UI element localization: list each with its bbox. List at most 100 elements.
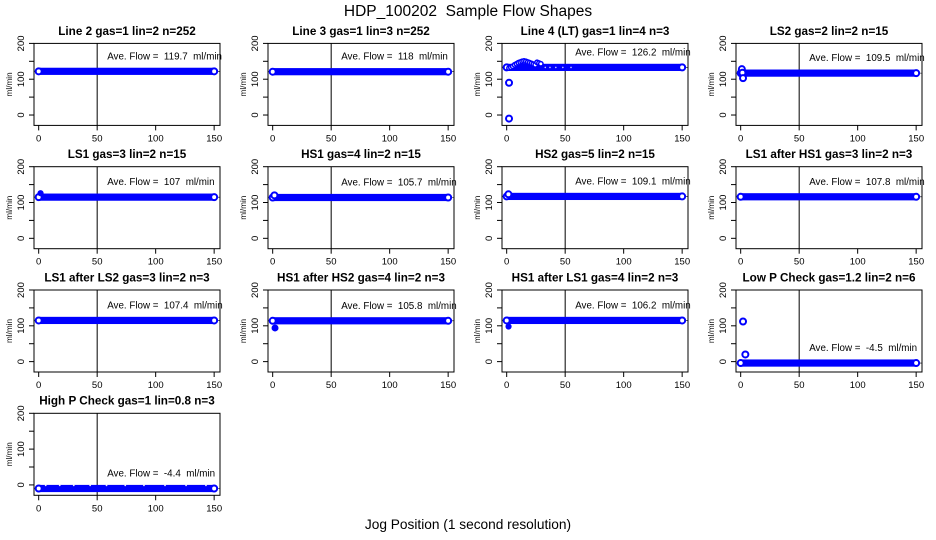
svg-text:100: 100 <box>382 380 398 391</box>
svg-text:100: 100 <box>616 380 632 391</box>
svg-text:0: 0 <box>250 359 261 364</box>
svg-text:50: 50 <box>560 133 571 144</box>
svg-text:150: 150 <box>908 257 924 268</box>
svg-text:Ave. Flow = 107 ml/min: Ave. Flow = 107 ml/min <box>107 177 214 188</box>
svg-text:LS2 gas=2 lin=2 n=15: LS2 gas=2 lin=2 n=15 <box>770 25 889 38</box>
svg-text:200: 200 <box>718 159 729 175</box>
svg-text:Ave. Flow = 109.1 ml/min: Ave. Flow = 109.1 ml/min <box>575 176 691 187</box>
svg-text:150: 150 <box>674 257 690 268</box>
svg-text:Line 2 gas=1 lin=2 n=252: Line 2 gas=1 lin=2 n=252 <box>58 25 196 38</box>
svg-text:50: 50 <box>326 133 337 144</box>
svg-text:Line 4 (LT) gas=1 lin=4 n=3: Line 4 (LT) gas=1 lin=4 n=3 <box>521 25 670 38</box>
svg-text:LS1 after HS1 gas=3 lin=2 n=3: LS1 after HS1 gas=3 lin=2 n=3 <box>746 148 913 161</box>
svg-text:100: 100 <box>148 380 164 391</box>
svg-text:100: 100 <box>16 195 27 211</box>
svg-text:150: 150 <box>440 380 456 391</box>
svg-text:Ave. Flow = 105.7 ml/min: Ave. Flow = 105.7 ml/min <box>341 178 457 189</box>
svg-text:50: 50 <box>560 257 571 268</box>
svg-text:50: 50 <box>326 380 337 391</box>
svg-text:Ave. Flow = 106.2 ml/min: Ave. Flow = 106.2 ml/min <box>575 300 691 311</box>
svg-text:HS2 gas=5 lin=2 n=15: HS2 gas=5 lin=2 n=15 <box>535 148 655 161</box>
svg-text:200: 200 <box>250 282 261 298</box>
svg-text:200: 200 <box>16 159 27 175</box>
svg-text:LS1 gas=3 lin=2 n=15: LS1 gas=3 lin=2 n=15 <box>68 148 187 161</box>
svg-text:0: 0 <box>738 380 743 391</box>
svg-text:ml/min: ml/min <box>473 319 482 344</box>
svg-text:200: 200 <box>250 35 261 51</box>
svg-text:200: 200 <box>718 282 729 298</box>
svg-text:0: 0 <box>36 503 41 514</box>
svg-text:200: 200 <box>250 159 261 175</box>
svg-text:50: 50 <box>92 133 103 144</box>
svg-text:High P Check gas=1 lin=0.8 n=3: High P Check gas=1 lin=0.8 n=3 <box>39 395 215 408</box>
svg-text:0: 0 <box>270 257 275 268</box>
svg-text:50: 50 <box>560 380 571 391</box>
svg-text:ml/min: ml/min <box>5 442 14 467</box>
svg-text:100: 100 <box>484 71 495 87</box>
svg-text:200: 200 <box>484 282 495 298</box>
svg-text:Ave. Flow = 109.5 ml/min: Ave. Flow = 109.5 ml/min <box>809 53 925 64</box>
svg-text:50: 50 <box>794 133 805 144</box>
svg-text:100: 100 <box>850 133 866 144</box>
svg-text:200: 200 <box>16 405 27 421</box>
svg-text:100: 100 <box>718 71 729 87</box>
svg-text:ml/min: ml/min <box>5 319 14 344</box>
svg-text:50: 50 <box>92 257 103 268</box>
svg-text:Ave. Flow = -4.5 ml/min: Ave. Flow = -4.5 ml/min <box>809 343 917 354</box>
svg-text:LS1 after LS2 gas=3 lin=2 n=3: LS1 after LS2 gas=3 lin=2 n=3 <box>44 271 210 284</box>
svg-text:150: 150 <box>440 257 456 268</box>
svg-text:150: 150 <box>206 133 222 144</box>
svg-text:200: 200 <box>718 35 729 51</box>
svg-text:0: 0 <box>36 380 41 391</box>
svg-text:Ave. Flow = 119.7 ml/min: Ave. Flow = 119.7 ml/min <box>107 51 222 62</box>
svg-text:0: 0 <box>718 359 729 364</box>
svg-text:100: 100 <box>382 257 398 268</box>
svg-text:100: 100 <box>484 318 495 334</box>
svg-text:150: 150 <box>440 133 456 144</box>
svg-text:ml/min: ml/min <box>707 319 716 344</box>
svg-text:100: 100 <box>16 318 27 334</box>
svg-text:ml/min: ml/min <box>239 195 248 220</box>
svg-text:Low P Check gas=1.2 lin=2 n=6: Low P Check gas=1.2 lin=2 n=6 <box>743 271 916 284</box>
svg-text:200: 200 <box>16 282 27 298</box>
svg-text:100: 100 <box>484 195 495 211</box>
svg-text:0: 0 <box>484 236 495 241</box>
svg-text:200: 200 <box>484 159 495 175</box>
svg-text:ml/min: ml/min <box>707 195 716 220</box>
svg-text:150: 150 <box>908 380 924 391</box>
svg-text:100: 100 <box>616 133 632 144</box>
svg-text:150: 150 <box>206 380 222 391</box>
svg-text:0: 0 <box>484 112 495 117</box>
svg-text:100: 100 <box>250 318 261 334</box>
svg-text:50: 50 <box>92 380 103 391</box>
svg-text:100: 100 <box>148 257 164 268</box>
svg-text:200: 200 <box>16 35 27 51</box>
svg-text:0: 0 <box>270 380 275 391</box>
svg-text:150: 150 <box>908 133 924 144</box>
svg-text:Line 3 gas=1 lin=3 n=252: Line 3 gas=1 lin=3 n=252 <box>292 25 430 38</box>
svg-text:100: 100 <box>616 257 632 268</box>
svg-text:100: 100 <box>718 195 729 211</box>
svg-text:100: 100 <box>850 257 866 268</box>
svg-text:50: 50 <box>794 257 805 268</box>
svg-text:100: 100 <box>148 133 164 144</box>
svg-text:0: 0 <box>504 133 509 144</box>
svg-text:ml/min: ml/min <box>239 319 248 344</box>
svg-text:Ave. Flow = -4.4 ml/min: Ave. Flow = -4.4 ml/min <box>107 469 215 480</box>
svg-text:50: 50 <box>794 380 805 391</box>
svg-text:150: 150 <box>674 380 690 391</box>
svg-text:0: 0 <box>36 133 41 144</box>
svg-text:0: 0 <box>36 257 41 268</box>
svg-text:ml/min: ml/min <box>473 195 482 220</box>
svg-text:Ave. Flow = 118 ml/min: Ave. Flow = 118 ml/min <box>341 52 448 63</box>
svg-text:50: 50 <box>326 257 337 268</box>
svg-text:Ave. Flow = 105.8 ml/min: Ave. Flow = 105.8 ml/min <box>341 301 457 312</box>
svg-text:0: 0 <box>16 112 27 117</box>
svg-text:ml/min: ml/min <box>707 72 716 97</box>
svg-text:HS1 after LS1 gas=4 lin=2 n=3: HS1 after LS1 gas=4 lin=2 n=3 <box>512 271 679 284</box>
svg-text:100: 100 <box>382 133 398 144</box>
svg-text:100: 100 <box>250 195 261 211</box>
svg-text:HS1 gas=4 lin=2 n=15: HS1 gas=4 lin=2 n=15 <box>301 148 421 161</box>
svg-text:ml/min: ml/min <box>5 195 14 220</box>
svg-text:HS1 after HS2 gas=4 lin=2 n=3: HS1 after HS2 gas=4 lin=2 n=3 <box>277 271 445 284</box>
